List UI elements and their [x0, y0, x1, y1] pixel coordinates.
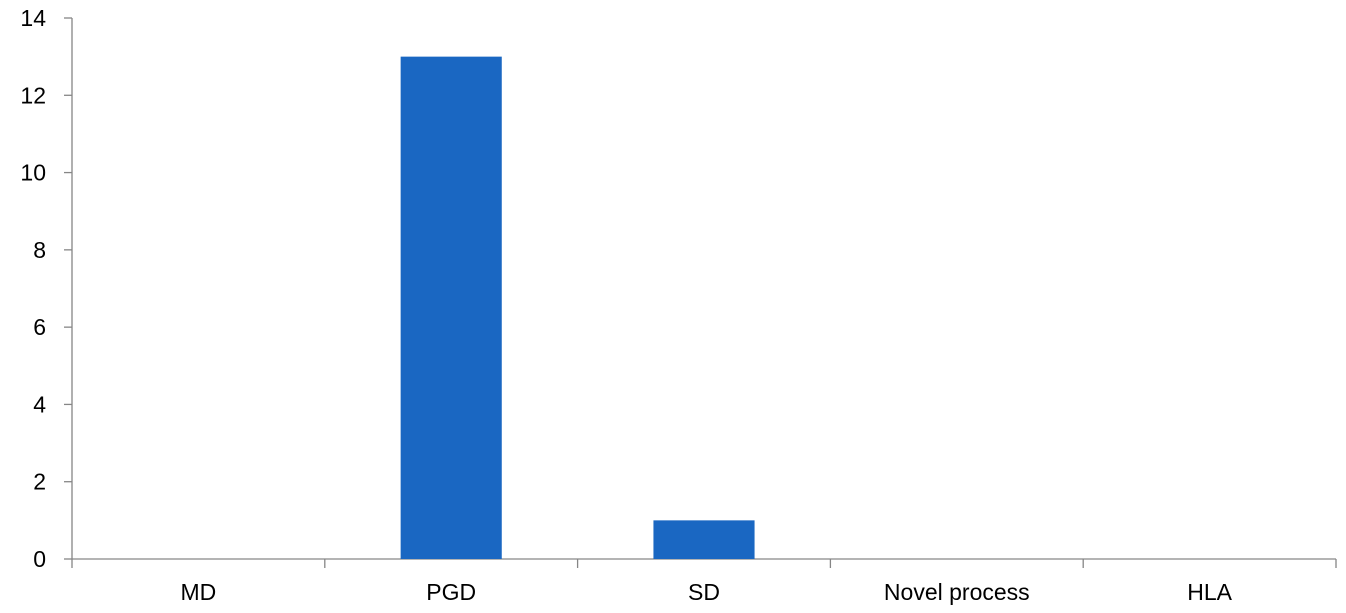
y-tick-label: 12	[20, 82, 46, 108]
y-tick-label: 14	[20, 5, 46, 31]
x-tick-label: PGD	[426, 579, 476, 605]
x-tick-label: MD	[181, 579, 217, 605]
bar	[400, 56, 502, 560]
x-tick-label: SD	[688, 579, 720, 605]
y-tick-label: 10	[20, 160, 46, 186]
y-tick-label: 2	[33, 469, 46, 495]
y-tick-label: 0	[33, 546, 46, 572]
bar	[653, 520, 755, 559]
bars	[400, 56, 755, 560]
y-tick-label: 6	[33, 314, 46, 340]
y-axis: 0 2 4 6 8 10 12 14	[20, 5, 73, 572]
x-axis: MD PGD SD Novel process HLA	[71, 558, 1337, 605]
y-tick-label: 4	[33, 391, 46, 417]
y-tick-label: 8	[33, 237, 46, 263]
x-tick-label: HLA	[1187, 579, 1232, 605]
x-tick-label: Novel process	[884, 579, 1030, 605]
